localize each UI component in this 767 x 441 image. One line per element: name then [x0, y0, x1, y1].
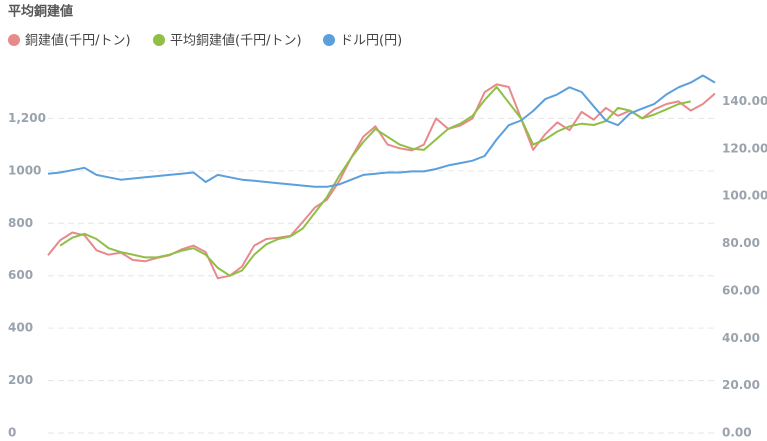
legend-marker [323, 34, 335, 46]
y2-tick-label: 100.00 [722, 189, 767, 203]
series-line [59, 86, 691, 277]
y2-tick-label: 120.00 [722, 141, 767, 155]
series-line [47, 83, 716, 280]
y-tick-label: 0 [8, 426, 16, 438]
y2-tick-label: 40.00 [722, 331, 760, 345]
y2-tick-label: 0.00 [722, 426, 752, 438]
y-tick-label: 400 [8, 321, 33, 335]
series-line [47, 74, 716, 188]
legend-marker [8, 34, 20, 46]
legend-label: ドル円(円) [340, 34, 402, 49]
y-tick-label: 800 [8, 216, 33, 230]
legend-label: 銅建値(千円/トン) [25, 33, 131, 49]
y-tick-label: 1,200 [8, 111, 46, 125]
legend-marker [153, 34, 165, 46]
y2-tick-label: 60.00 [722, 283, 760, 297]
chart-title: 平均銅建値 [8, 4, 73, 20]
y-tick-label: 1000 [8, 163, 41, 177]
y2-tick-label: 20.00 [722, 378, 760, 392]
y-tick-label: 600 [8, 268, 33, 282]
y2-tick-label: 80.00 [722, 236, 760, 250]
y-tick-label: 200 [8, 373, 33, 387]
y2-tick-label: 140.00 [722, 94, 767, 108]
legend-label: 平均銅建値(千円/トン) [170, 33, 302, 49]
